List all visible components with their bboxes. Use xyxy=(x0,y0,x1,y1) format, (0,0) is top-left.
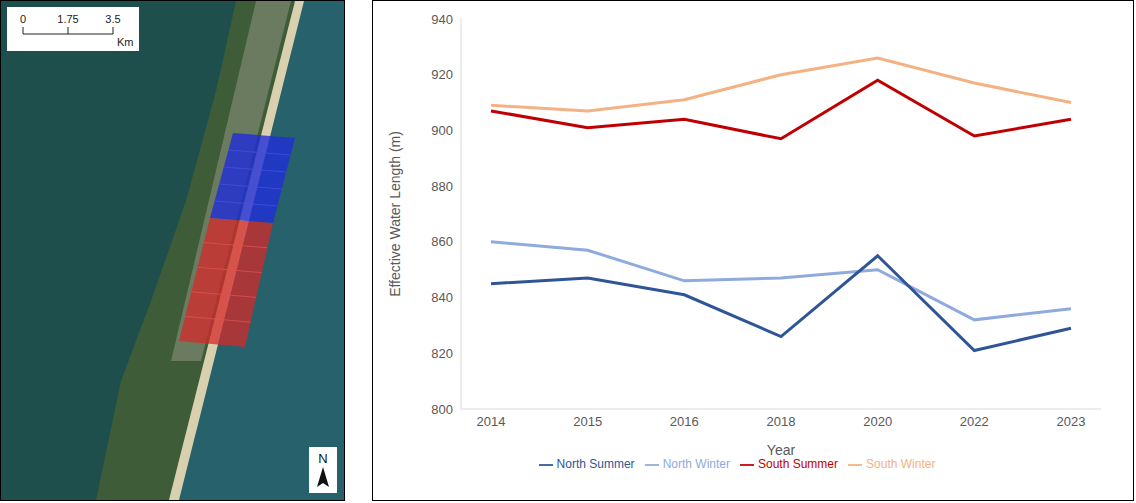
svg-text:2023: 2023 xyxy=(1057,414,1086,429)
svg-text:0: 0 xyxy=(20,13,26,25)
svg-text:920: 920 xyxy=(431,67,453,82)
svg-text:1.75: 1.75 xyxy=(57,13,78,25)
svg-text:880: 880 xyxy=(431,179,453,194)
svg-text:2015: 2015 xyxy=(573,414,602,429)
svg-text:3.5: 3.5 xyxy=(105,13,120,25)
svg-text:2022: 2022 xyxy=(960,414,989,429)
svg-text:2014: 2014 xyxy=(477,414,506,429)
html-text:North Summer: North Summer xyxy=(556,457,635,471)
svg-text:2016: 2016 xyxy=(670,414,699,429)
svg-text:2018: 2018 xyxy=(767,414,796,429)
svg-text:900: 900 xyxy=(431,123,453,138)
svg-text:N: N xyxy=(318,451,327,466)
svg-text:Year: Year xyxy=(767,442,796,458)
html-text:South Summer: South Summer xyxy=(758,457,838,471)
svg-text:860: 860 xyxy=(431,234,453,249)
html-text:North Winter: North Winter xyxy=(662,457,730,471)
svg-text:800: 800 xyxy=(431,402,453,417)
svg-text:2020: 2020 xyxy=(863,414,892,429)
svg-text:820: 820 xyxy=(431,346,453,361)
svg-text:Km: Km xyxy=(117,36,134,48)
svg-text:840: 840 xyxy=(431,290,453,305)
html-text:South Winter: South Winter xyxy=(866,457,936,471)
svg-text:Effective Water Length (m): Effective Water Length (m) xyxy=(387,131,403,297)
svg-text:940: 940 xyxy=(431,12,453,27)
